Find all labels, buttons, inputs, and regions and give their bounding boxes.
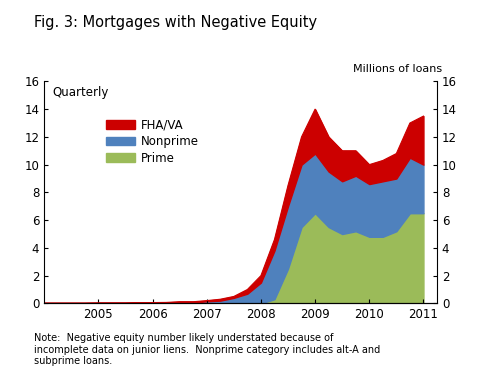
Legend: FHA/VA, Nonprime, Prime: FHA/VA, Nonprime, Prime [101, 114, 204, 169]
Text: Fig. 3: Mortgages with Negative Equity: Fig. 3: Mortgages with Negative Equity [34, 15, 318, 30]
Text: Millions of loans: Millions of loans [353, 64, 442, 74]
Text: Note:  Negative equity number likely understated because of
incomplete data on j: Note: Negative equity number likely unde… [34, 333, 381, 366]
Text: Quarterly: Quarterly [52, 86, 109, 99]
